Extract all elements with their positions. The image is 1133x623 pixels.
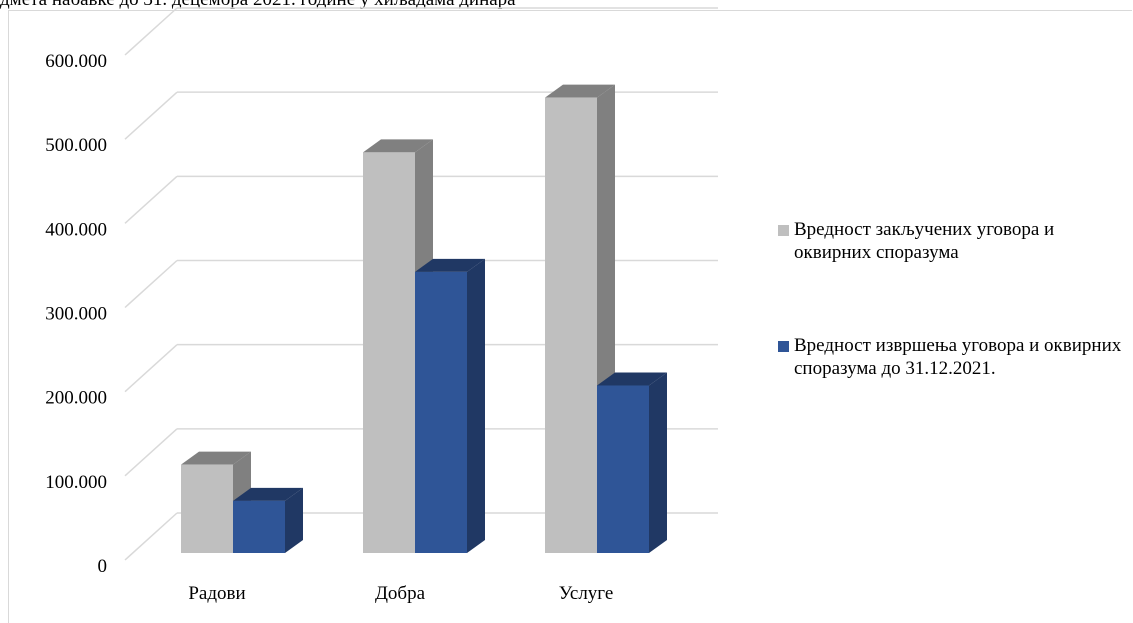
legend-item-contracted: Вредност закључених уговора и оквирних с…: [778, 218, 1133, 264]
legend-swatch-executed: [778, 341, 789, 352]
gridline-diagonal: [124, 259, 178, 309]
bar-front: [363, 152, 415, 553]
chart-frame: [8, 10, 1132, 623]
y-tick-label: 500.000: [45, 135, 107, 156]
legend-item-executed: Вредност извршења уговора и оквирних спо…: [778, 334, 1133, 380]
y-axis-ticks: 0 100.000 200.000 300.000 400.000 500.000 600.…: [45, 51, 107, 577]
bar-front: [415, 271, 467, 553]
bar-top: [545, 84, 615, 98]
legend-label-executed: Вредност извршења уговора и оквирних спо…: [794, 335, 1122, 379]
x-tick-label: Радови: [188, 583, 245, 604]
y-tick-label: 200.000: [45, 388, 107, 409]
y-tick-label: 300.000: [45, 304, 107, 325]
bar: [415, 258, 485, 553]
y-tick-label: 600.000: [45, 51, 107, 72]
bar-side: [649, 372, 667, 553]
bar-side: [285, 487, 303, 553]
bar-front: [597, 385, 649, 553]
x-axis-ticks: Радови Добра Услуге: [188, 583, 613, 604]
bar-front: [233, 500, 285, 553]
legend-label-contracted: Вредност закључених уговора и оквирних с…: [794, 219, 1055, 263]
bar-top: [597, 372, 667, 386]
y-tick-label: 0: [98, 556, 108, 577]
gridline-diagonal: [124, 91, 178, 140]
bar-front: [545, 97, 597, 554]
x-tick-label: Услуге: [559, 583, 614, 604]
gridline-diagonal: [124, 512, 178, 561]
bar: [597, 372, 667, 553]
gridline-diagonal: [124, 7, 178, 56]
chart-heading: дмета набавке до 31. децембра 2021. годи…: [0, 0, 516, 11]
bar: [233, 487, 303, 553]
y-tick-label: 400.000: [45, 219, 107, 240]
bar-top: [415, 258, 485, 272]
gridline-diagonal: [124, 344, 178, 393]
bars: [181, 84, 667, 554]
gridline-diagonal: [124, 428, 178, 477]
bar-front: [181, 464, 233, 553]
bar-top: [233, 487, 303, 501]
bar-top: [363, 139, 433, 153]
bar-top: [181, 451, 251, 465]
bar-side: [467, 258, 485, 553]
x-tick-label: Добра: [375, 583, 426, 604]
bar: [545, 84, 615, 554]
legend-swatch-contracted: [778, 225, 789, 236]
y-tick-label: 100.000: [45, 472, 107, 493]
gridline-diagonal: [124, 175, 178, 224]
